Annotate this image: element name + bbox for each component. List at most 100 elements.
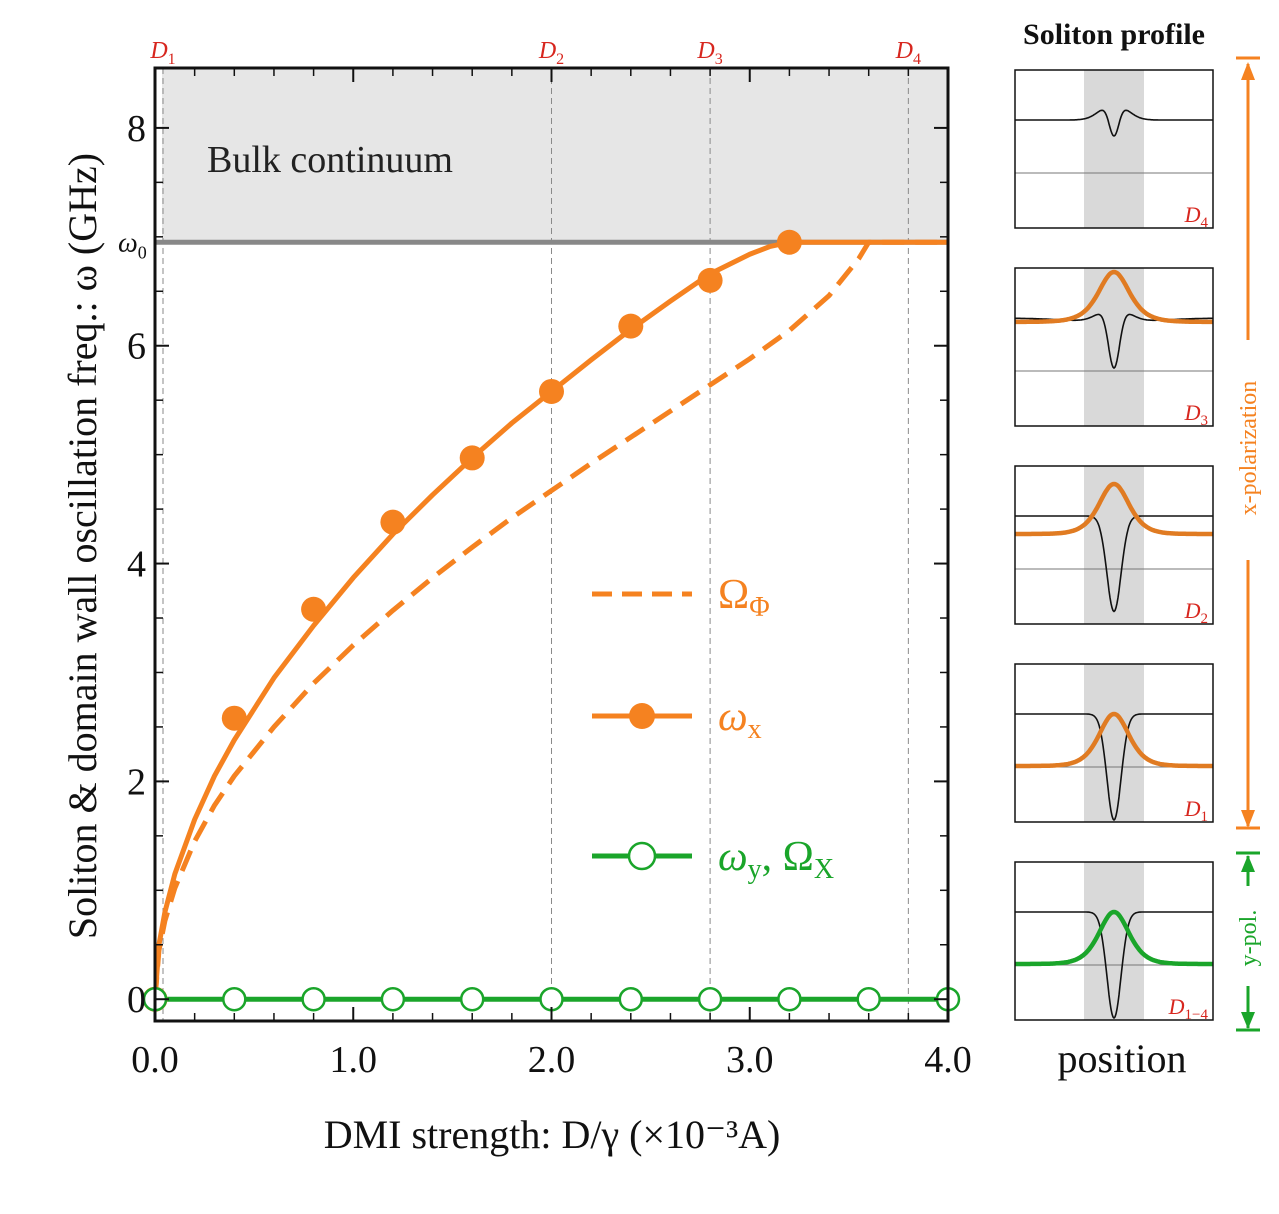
series-2-point xyxy=(459,445,485,471)
marker-label-sub: 3 xyxy=(715,51,723,68)
legend-marker-3 xyxy=(627,841,657,871)
legend-label-sub2: X xyxy=(814,854,834,885)
panel-label-sub: 1−4 xyxy=(1185,1007,1209,1023)
bulk-continuum-region xyxy=(162,68,948,243)
series-3-point xyxy=(539,986,564,1012)
x-tick-label: 4.0 xyxy=(924,1039,972,1081)
marker-label-sub: 1 xyxy=(168,51,176,68)
legend-label-sub: Φ xyxy=(749,592,769,623)
x-axis-label: DMI strength: D/γ (×10⁻³A) xyxy=(324,1112,781,1157)
series-2-point xyxy=(380,509,406,535)
legend-label-sub: y xyxy=(748,854,762,885)
panel-frame xyxy=(1014,465,1214,625)
panel-shaded-core xyxy=(1084,466,1144,624)
legend-label-main: ω xyxy=(718,834,748,880)
y-tick-label: 0 xyxy=(127,979,146,1021)
panel-label-main: D xyxy=(1184,202,1201,227)
legend-label-sub: x xyxy=(748,714,762,745)
panel-colored-curve xyxy=(1015,909,1213,967)
legend-label-2: ωx xyxy=(718,694,762,745)
y-pol-arrowhead-up xyxy=(1241,855,1255,872)
x-tick-label: 0.0 xyxy=(131,1039,179,1081)
marker-label-1: D1 xyxy=(149,38,175,68)
profile-panel-4: D1 xyxy=(1014,663,1214,825)
series-2-point xyxy=(697,267,723,293)
panel-label-main: D xyxy=(1184,796,1201,821)
series-3-point xyxy=(697,986,723,1012)
bulk-continuum-label: Bulk continuum xyxy=(207,139,453,181)
omega0-label-sub: 0 xyxy=(138,242,147,262)
series-3-point xyxy=(301,986,326,1012)
series-3-point xyxy=(380,986,406,1012)
x-polarization-label: x-polarization xyxy=(1236,381,1262,516)
marker-label-main: D xyxy=(149,38,167,64)
legend-label-main: ω xyxy=(718,694,748,740)
panel-profile-curve xyxy=(1015,911,1213,1020)
marker-label-main: D xyxy=(538,38,556,64)
panel-label-main: D xyxy=(1184,598,1201,623)
panel-label: D3 xyxy=(1184,400,1208,429)
x-tick-label: 2.0 xyxy=(528,1039,576,1081)
series-3-point xyxy=(618,986,644,1012)
y-tick-label: 8 xyxy=(127,108,146,150)
series-line-1 xyxy=(155,239,948,1000)
legend-label-main: Ω xyxy=(718,572,749,618)
series-2-point xyxy=(221,705,247,731)
profile-panel-2: D3 xyxy=(1014,267,1214,429)
soliton-profile-panels: Soliton profilepositionD4D3D2D1D1−4x-pol… xyxy=(1014,18,1262,1081)
panel-shaded-core xyxy=(1084,268,1144,426)
series-2-point xyxy=(539,378,564,404)
marker-label-sub: 2 xyxy=(556,51,564,68)
profile-panel-1: D4 xyxy=(1014,69,1214,231)
series-2-point xyxy=(301,596,327,622)
panel-label: D4 xyxy=(1184,202,1209,231)
panel-profile-curve xyxy=(1015,109,1213,137)
x-pol-arrowhead-up xyxy=(1241,62,1255,80)
panel-label-sub: 2 xyxy=(1201,611,1209,627)
panel-colored-curve xyxy=(1015,481,1213,537)
series-3-point xyxy=(777,986,802,1012)
y-tick-label: 2 xyxy=(127,761,146,803)
marker-label-3: D3 xyxy=(696,38,722,68)
panel-label-sub: 1 xyxy=(1201,809,1209,825)
panel-label-sub: 3 xyxy=(1201,413,1209,429)
marker-label-4: D4 xyxy=(895,38,921,68)
x-tick-label: 1.0 xyxy=(330,1039,378,1081)
omega0-label: ω0 xyxy=(118,227,147,262)
y-pol-arrowhead-down xyxy=(1241,1012,1255,1029)
position-label: position xyxy=(1058,1036,1187,1081)
panel-frame xyxy=(1014,663,1214,823)
legend-label-1: ΩΦ xyxy=(718,572,770,623)
series-2-point xyxy=(618,313,644,339)
panel-label-main: D xyxy=(1184,400,1201,425)
marker-label-sub: 4 xyxy=(913,51,921,68)
series-2-point xyxy=(776,229,802,255)
panel-frame xyxy=(1014,69,1214,229)
panel-frame xyxy=(1014,861,1214,1021)
y-polarization-label: y-pol. xyxy=(1236,910,1262,967)
panel-profile-curve xyxy=(1015,713,1213,822)
series-3-point xyxy=(459,986,485,1012)
soliton-profile-title: Soliton profile xyxy=(1023,18,1205,51)
omega0-label-main: ω xyxy=(118,227,138,258)
panel-label-main: D xyxy=(1168,994,1185,1019)
panel-profile-curve xyxy=(1015,515,1213,613)
profile-panel-3: D2 xyxy=(1014,465,1214,627)
panel-shaded-core xyxy=(1084,70,1144,228)
profile-panel-5: D1−4 xyxy=(1014,861,1214,1023)
y-axis-label: Soliton & domain wall oscillation freq.:… xyxy=(60,153,105,939)
panel-label: D1 xyxy=(1184,796,1208,825)
y-tick-label: 4 xyxy=(127,544,146,586)
x-pol-arrowhead-down xyxy=(1241,810,1255,828)
legend-marker-2 xyxy=(629,703,655,729)
panel-label: D2 xyxy=(1184,598,1208,627)
legend-label-3: ωy, ΩX xyxy=(718,834,834,885)
legend-label-sep: , Ω xyxy=(762,834,814,880)
panel-label: D1−4 xyxy=(1168,994,1209,1023)
series-3-point xyxy=(856,986,881,1012)
marker-label-2: D2 xyxy=(538,38,564,68)
panel-colored-curve xyxy=(1015,269,1213,325)
panel-label-sub: 4 xyxy=(1201,215,1209,231)
